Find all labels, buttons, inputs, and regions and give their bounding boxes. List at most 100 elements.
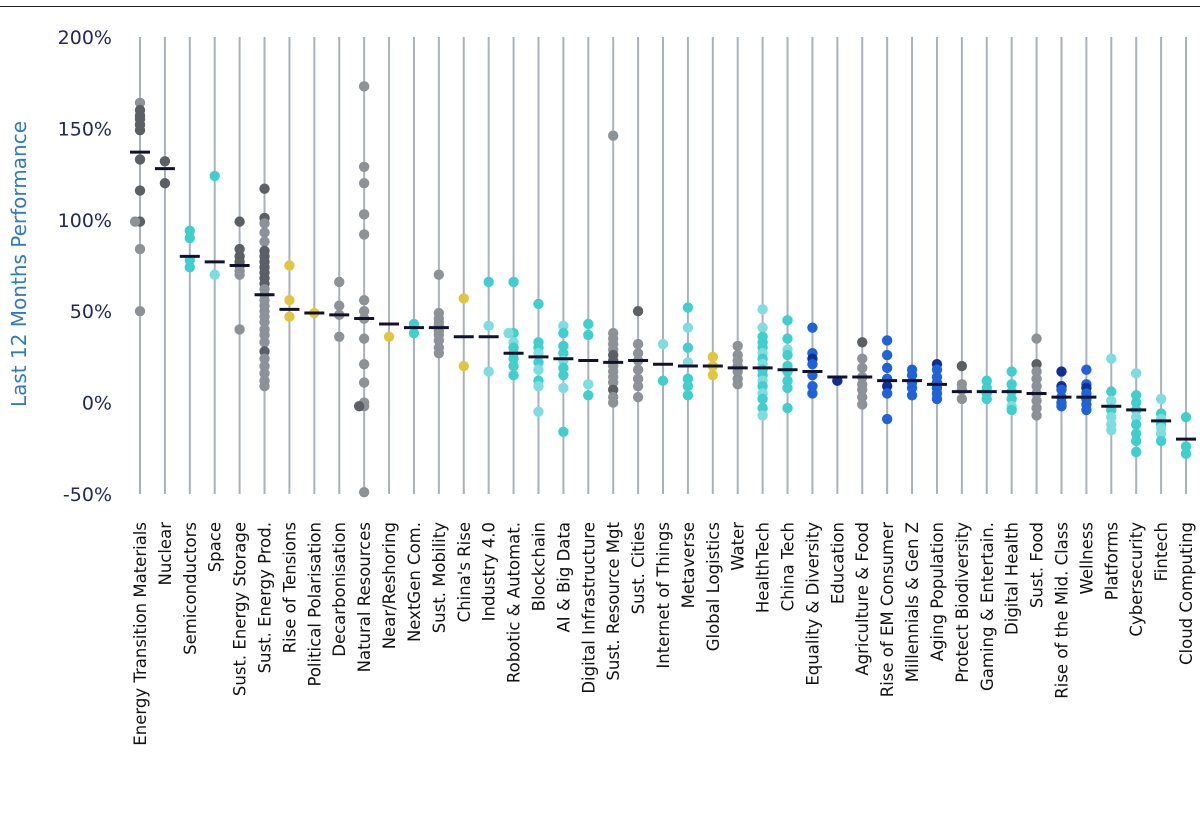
data-point: [632, 391, 644, 403]
data-point: [508, 276, 519, 288]
data-point: [881, 362, 893, 374]
data-point: [1130, 368, 1142, 379]
x-tick-label: Platforms: [1102, 522, 1121, 600]
data-point: [1130, 428, 1142, 439]
data-point: [334, 276, 345, 288]
x-tick-label: Sust. Energy Prod.: [256, 522, 275, 673]
data-point: [732, 340, 743, 352]
data-point: [981, 375, 992, 386]
data-point: [358, 209, 370, 220]
data-point: [583, 329, 594, 341]
data-point: [607, 377, 619, 388]
data-point: [1006, 366, 1017, 377]
data-point: [184, 225, 196, 236]
data-point: [981, 393, 992, 405]
data-point: [1155, 435, 1167, 447]
data-point: [632, 380, 644, 392]
x-tick-label: NextGen Com.: [405, 522, 424, 642]
x-tick-label: Digital Infrastructure: [579, 522, 598, 694]
data-point: [533, 364, 544, 375]
data-point: [782, 333, 793, 344]
data-point: [259, 236, 270, 247]
data-point: [1106, 395, 1117, 406]
x-tick-label: Political Polarisation: [305, 522, 324, 687]
y-tick-label: -50%: [63, 484, 112, 506]
data-point: [1081, 364, 1092, 375]
x-tick-label: Agriculture & Food: [853, 522, 872, 676]
x-tick-label: Education: [828, 522, 847, 604]
data-point: [558, 327, 569, 339]
data-point: [782, 382, 793, 394]
data-point: [1031, 366, 1042, 377]
y-tick-label: 100%: [58, 210, 112, 232]
data-point: [533, 406, 544, 417]
data-point: [259, 353, 270, 364]
data-point: [632, 373, 644, 385]
median-markers: [130, 150, 1196, 441]
data-point: [657, 375, 669, 386]
x-tick-label: Energy Transition Materials: [131, 522, 150, 746]
x-tick-label: Sust. Resource Mgt: [604, 521, 623, 680]
data-point: [408, 327, 420, 339]
data-point: [358, 359, 370, 370]
data-point: [632, 338, 644, 350]
data-point: [757, 304, 768, 315]
x-tick-label: Natural Resources: [355, 522, 374, 672]
data-point: [129, 216, 141, 227]
data-point: [1106, 412, 1117, 423]
data-point: [259, 316, 270, 328]
data-point: [234, 269, 245, 280]
data-point: [881, 413, 893, 425]
data-point: [906, 369, 918, 381]
data-point: [881, 349, 893, 361]
data-point: [358, 306, 370, 317]
data-point: [1155, 428, 1167, 439]
data-point: [1056, 384, 1067, 396]
data-point: [358, 333, 370, 344]
data-point: [857, 391, 868, 403]
data-point: [558, 320, 569, 332]
x-tick-label: Industry 4.0: [480, 522, 499, 621]
data-point: [234, 324, 245, 335]
data-point: [483, 366, 494, 377]
data-point: [1031, 333, 1042, 344]
data-point: [508, 353, 519, 364]
x-tick-label: Millennials & Gen Z: [903, 522, 922, 682]
data-point: [284, 260, 295, 271]
data-point: [159, 178, 171, 189]
data-point: [682, 390, 694, 401]
data-point: [1180, 448, 1192, 459]
y-axis-label: Last 12 Months Performance: [7, 121, 31, 407]
data-point: [607, 397, 619, 408]
x-tick-label: Sust. Cities: [629, 522, 648, 614]
data-point: [732, 379, 743, 390]
data-point: [1031, 359, 1042, 370]
data-point: [334, 331, 345, 342]
data-point: [1180, 412, 1192, 423]
data-point: [632, 306, 644, 317]
data-point: [483, 276, 494, 288]
data-point: [259, 368, 270, 379]
data-point: [558, 369, 569, 381]
data-point: [358, 295, 370, 306]
data-point: [558, 362, 569, 374]
x-tick-label: Sust. Energy Storage: [231, 522, 250, 696]
data-point: [857, 399, 868, 410]
data-point: [358, 229, 370, 240]
grid-lines: [139, 37, 1187, 494]
data-point: [881, 388, 893, 399]
data-point: [358, 161, 370, 172]
data-point: [558, 348, 569, 359]
x-tick-label: Aging Population: [928, 522, 947, 661]
data-point: [583, 379, 594, 390]
data-point: [1155, 393, 1167, 405]
data-point: [433, 348, 445, 359]
data-point: [906, 390, 918, 401]
x-tick-label: Sust. Food: [1028, 522, 1047, 608]
data-point: [807, 322, 818, 333]
x-tick-label: Near/Reshoring: [380, 522, 399, 649]
data-point: [956, 393, 968, 405]
data-point: [383, 331, 395, 342]
data-point: [134, 185, 146, 196]
